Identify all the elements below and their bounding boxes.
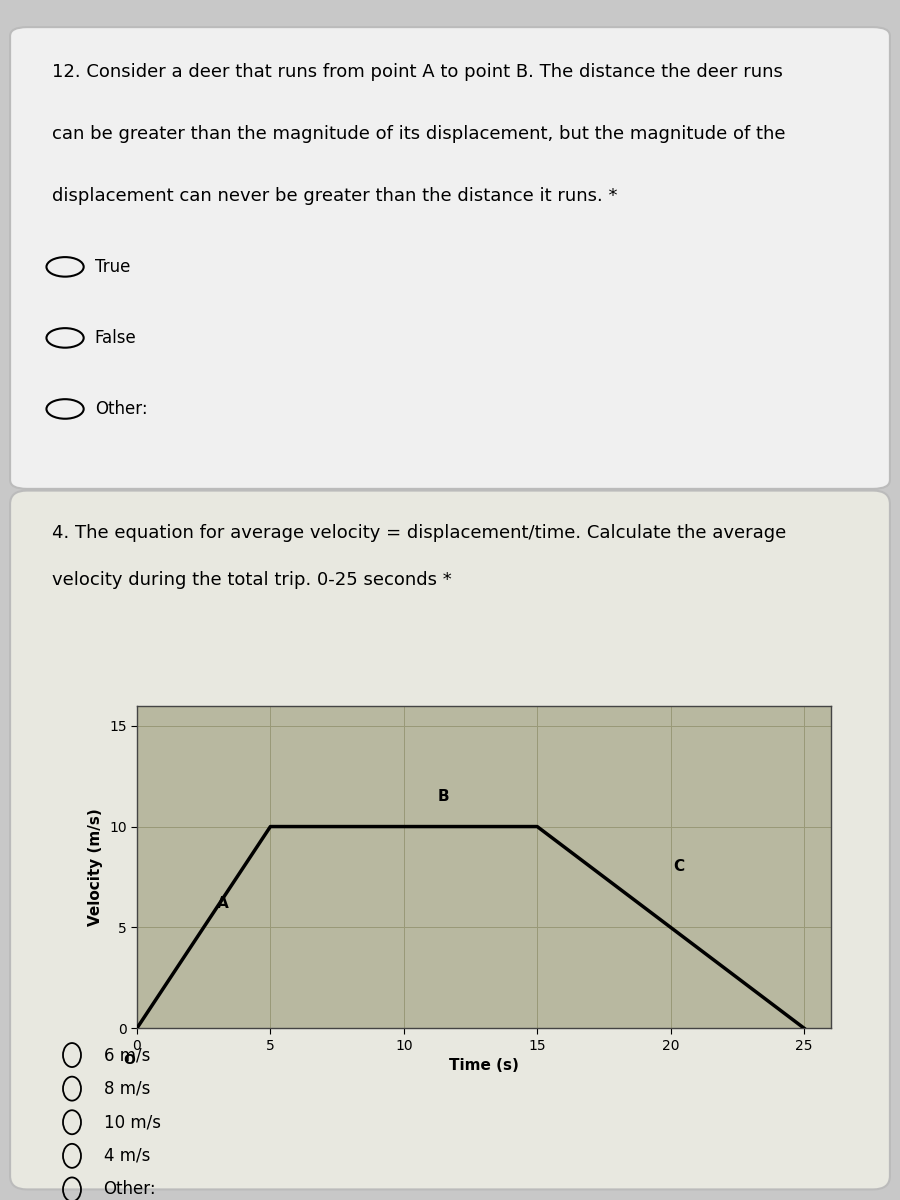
Text: 8 m/s: 8 m/s bbox=[104, 1080, 150, 1098]
Text: A: A bbox=[217, 895, 229, 911]
Text: 4. The equation for average velocity = displacement/time. Calculate the average: 4. The equation for average velocity = d… bbox=[52, 524, 787, 542]
Text: 12. Consider a deer that runs from point A to point B. The distance the deer run: 12. Consider a deer that runs from point… bbox=[52, 62, 783, 80]
Text: can be greater than the magnitude of its displacement, but the magnitude of the: can be greater than the magnitude of its… bbox=[52, 125, 786, 143]
Text: 6 m/s: 6 m/s bbox=[104, 1046, 150, 1064]
X-axis label: Time (s): Time (s) bbox=[449, 1058, 518, 1073]
Text: O: O bbox=[123, 1054, 136, 1068]
Text: C: C bbox=[673, 859, 684, 875]
Text: B: B bbox=[438, 788, 450, 804]
FancyBboxPatch shape bbox=[10, 28, 890, 488]
Text: Other:: Other: bbox=[94, 400, 148, 418]
Text: 4 m/s: 4 m/s bbox=[104, 1147, 150, 1165]
Text: False: False bbox=[94, 329, 137, 347]
Text: True: True bbox=[94, 258, 130, 276]
Text: displacement can never be greater than the distance it runs. *: displacement can never be greater than t… bbox=[52, 187, 618, 205]
FancyBboxPatch shape bbox=[10, 491, 890, 1189]
Text: velocity during the total trip. 0-25 seconds *: velocity during the total trip. 0-25 sec… bbox=[52, 571, 452, 589]
Text: Other:: Other: bbox=[104, 1181, 156, 1199]
Y-axis label: Velocity (m/s): Velocity (m/s) bbox=[88, 808, 104, 925]
Text: 10 m/s: 10 m/s bbox=[104, 1114, 160, 1132]
